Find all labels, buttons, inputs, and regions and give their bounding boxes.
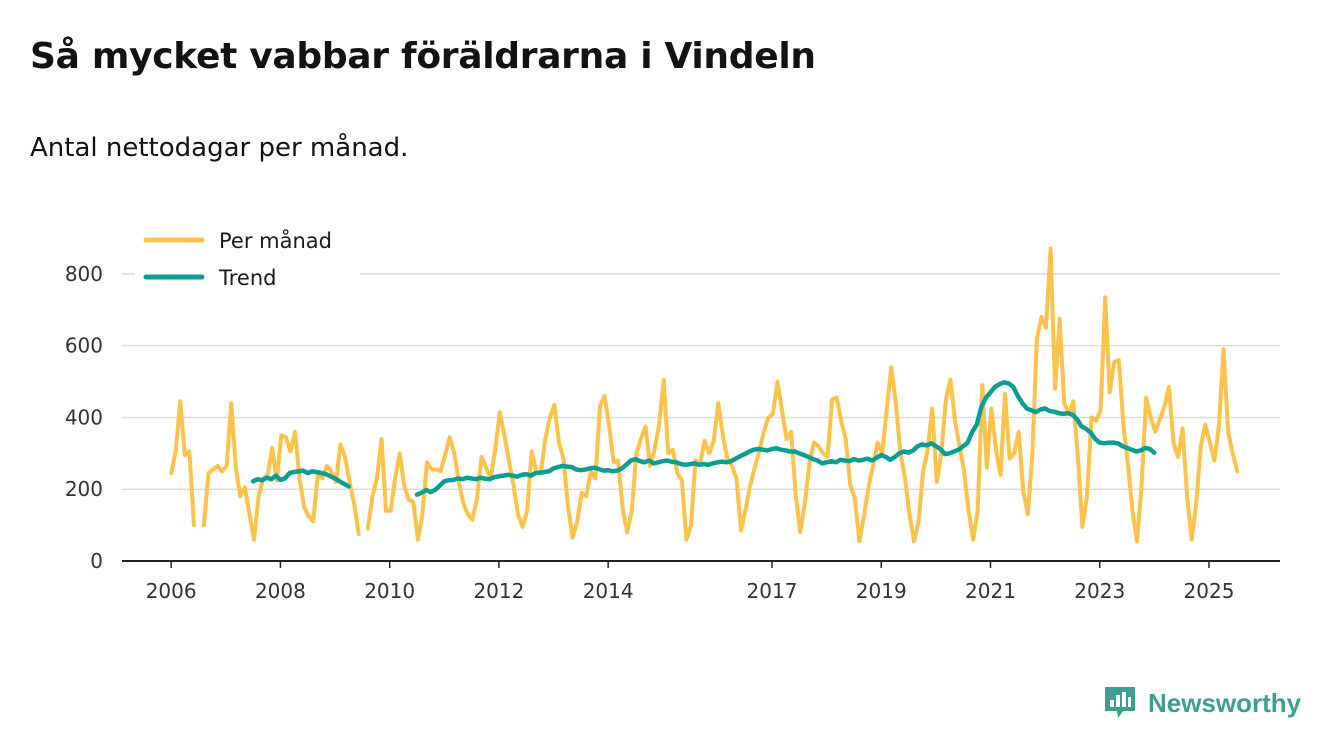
legend-label-per-manad: Per månad [219, 228, 332, 253]
y-tick-label-0: 0 [90, 549, 103, 573]
newsworthy-logo-text: Newsworthy [1148, 687, 1302, 718]
y-tick-label-400: 400 [65, 405, 103, 429]
y-tick-label-800: 800 [65, 262, 103, 286]
x-tick-label-2017: 2017 [747, 579, 798, 603]
x-tick-label-2023: 2023 [1074, 579, 1125, 603]
x-tick-label-2019: 2019 [856, 579, 907, 603]
legend-background [135, 224, 360, 296]
y-tick-label-200: 200 [65, 477, 103, 501]
x-tick-label-2014: 2014 [583, 579, 634, 603]
x-tick-label-2021: 2021 [965, 579, 1016, 603]
line-chart: 2006 2008 2010 2012 2014 2017 2019 2021 2023 2025… [64, 224, 1280, 603]
legend: Per månad Trend [135, 224, 360, 296]
x-tick-label-2008: 2008 [255, 579, 306, 603]
x-axis-ticks: 2006 2008 2010 2012 2014 2017 2019 2021 2023 2025 [146, 561, 1235, 603]
x-tick-label-2006: 2006 [146, 579, 197, 603]
chart-subtitle: Antal nettodagar per månad. [30, 133, 409, 163]
x-tick-label-2012: 2012 [473, 579, 524, 603]
newsworthy-logo-icon [1105, 687, 1135, 718]
x-tick-label-2025: 2025 [1184, 579, 1235, 603]
series-per-manad-line-0 [169, 399, 196, 528]
series-per-manad-line-2 [365, 246, 1240, 544]
legend-label-trend: Trend [218, 266, 276, 290]
series-per-manad-line-1 [201, 401, 361, 542]
chart-title: Så mycket vabbar föräldrarna i Vindeln [30, 36, 816, 77]
series-lines [169, 246, 1240, 544]
newsworthy-logo[interactable]: Newsworthy [1102, 684, 1301, 722]
x-tick-label-2010: 2010 [364, 579, 415, 603]
y-tick-label-600: 600 [65, 334, 103, 358]
series-trend-line-0 [250, 468, 351, 489]
y-axis-ticks: 0 200 400 600 800 [65, 262, 103, 573]
series-trend-line-1 [414, 380, 1157, 497]
